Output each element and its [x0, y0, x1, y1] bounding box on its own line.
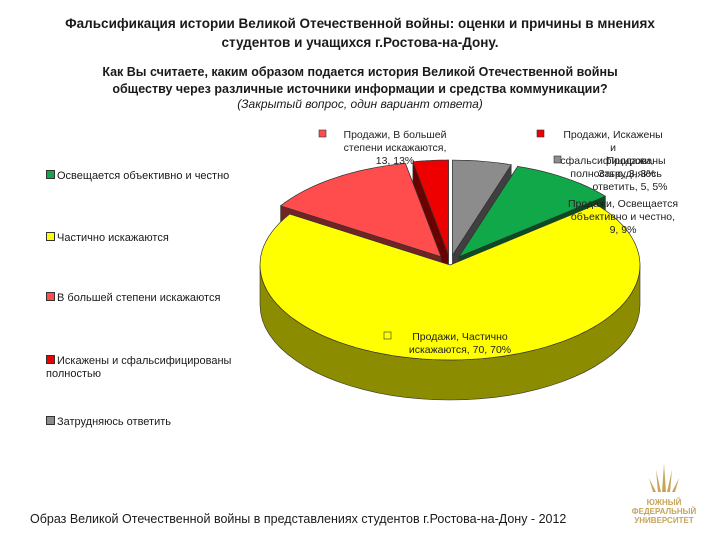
data-label-line: Продажи,: [607, 155, 654, 167]
legend-item: Искажены и сфальсифицированы полностью: [46, 355, 276, 381]
data-label-line: Затрудняюсь: [598, 168, 662, 180]
data-label-line: 9, 9%: [610, 224, 637, 236]
data-label-line: Продажи, Освещается: [568, 198, 678, 210]
legend-label: В большей степени искажаются: [57, 292, 221, 304]
legend-label: Частично искажаются: [57, 232, 169, 244]
legend-label: Затрудняюсь ответить: [57, 416, 172, 428]
data-label-line: степени искажаются,: [344, 142, 447, 154]
logo-text-line2: ФЕДЕРАЛЬНЫЙ: [631, 507, 697, 516]
data-label-swatch: [383, 331, 392, 340]
legend-swatch: [46, 355, 55, 364]
data-label-line: и: [610, 142, 616, 154]
logo-text-line1: ЮЖНЫЙ: [646, 498, 682, 507]
logo-emblem-icon: [649, 464, 679, 492]
data-label-line: Продажи, Искажены: [563, 129, 662, 141]
data-label: Продажи, Искаженыисфальсифицированыполно…: [536, 129, 666, 180]
data-label-line: 13, 13%: [376, 155, 415, 167]
university-logo: ЮЖНЫЙ ФЕДЕРАЛЬНЫЙ УНИВЕРСИТЕТ: [618, 462, 710, 525]
footer-caption: Образ Великой Отечественной войны в пред…: [30, 512, 567, 526]
legend-swatch: [46, 232, 55, 241]
data-label-line: объективно и честно,: [571, 211, 675, 223]
legend-label: Искажены и сфальсифицированы полностью: [46, 355, 232, 380]
data-label-swatch: [536, 129, 545, 138]
chart-title: Фальсификация истории Великой Отечествен…: [65, 16, 655, 50]
logo-text-line3: УНИВЕРСИТЕТ: [634, 516, 694, 525]
data-label-swatch: [553, 155, 562, 164]
legend-swatch: [46, 292, 55, 301]
data-label-line: полностью, 3, 3%: [570, 168, 655, 180]
survey-question: Как Вы считаете, каким образом подается …: [102, 65, 618, 96]
legend-item: Частично искажаются: [46, 232, 276, 245]
legend-item: Освещается объективно и честно: [46, 170, 276, 183]
data-label-line: искажаются, 70, 70%: [409, 344, 511, 356]
data-label-line: ответить, 5, 5%: [592, 181, 667, 193]
legend-swatch: [46, 170, 55, 179]
data-label-line: Продажи, Частично: [412, 331, 508, 343]
pie-slice: [259, 203, 641, 401]
legend-swatch: [46, 416, 55, 425]
legend-item: В большей степени искажаются: [46, 292, 276, 305]
legend-item: Затрудняюсь ответить: [46, 416, 276, 429]
data-label-line: Продажи, В большей: [344, 129, 447, 141]
question-note: (Закрытый вопрос, один вариант ответа): [237, 97, 483, 111]
data-label-line: сфальсифицированы: [560, 155, 665, 167]
data-label-swatch: [318, 129, 327, 138]
legend-label: Освещается объективно и честно: [57, 170, 230, 182]
